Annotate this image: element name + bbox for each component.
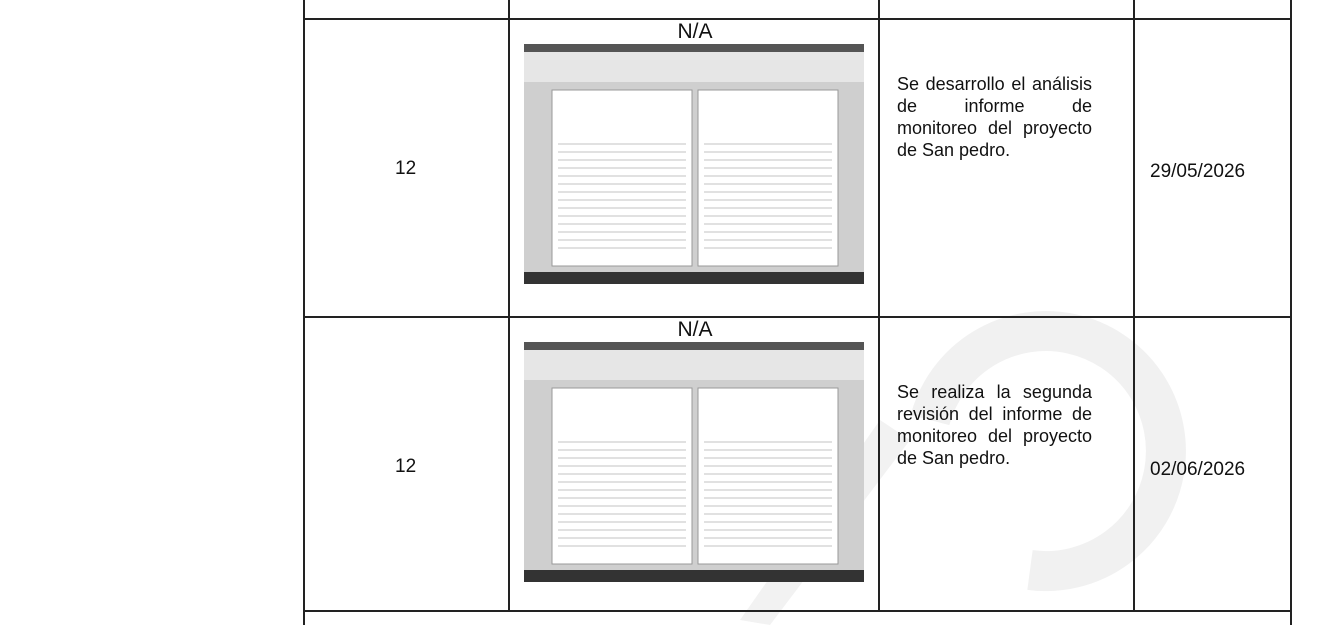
column-border [1290,0,1292,625]
screenshot [524,342,864,582]
row-number: 12 [395,456,417,477]
column-border [1133,0,1135,612]
description: Se realiza la segunda revisión del infor… [897,382,1092,468]
description: Se desarrollo el análisis de informe de … [897,74,1092,160]
date: 02/06/2026 [1150,459,1246,480]
screenshot [524,44,864,284]
image-caption: N/A [677,20,713,43]
date: 29/05/2026 [1150,161,1246,182]
row-border [303,316,1291,318]
row-border [303,610,1291,612]
row-border [303,18,1291,20]
column-border [303,0,305,625]
image-caption: N/A [677,318,713,341]
column-border [878,0,880,612]
row-number: 12 [395,158,417,179]
column-border [508,0,510,612]
